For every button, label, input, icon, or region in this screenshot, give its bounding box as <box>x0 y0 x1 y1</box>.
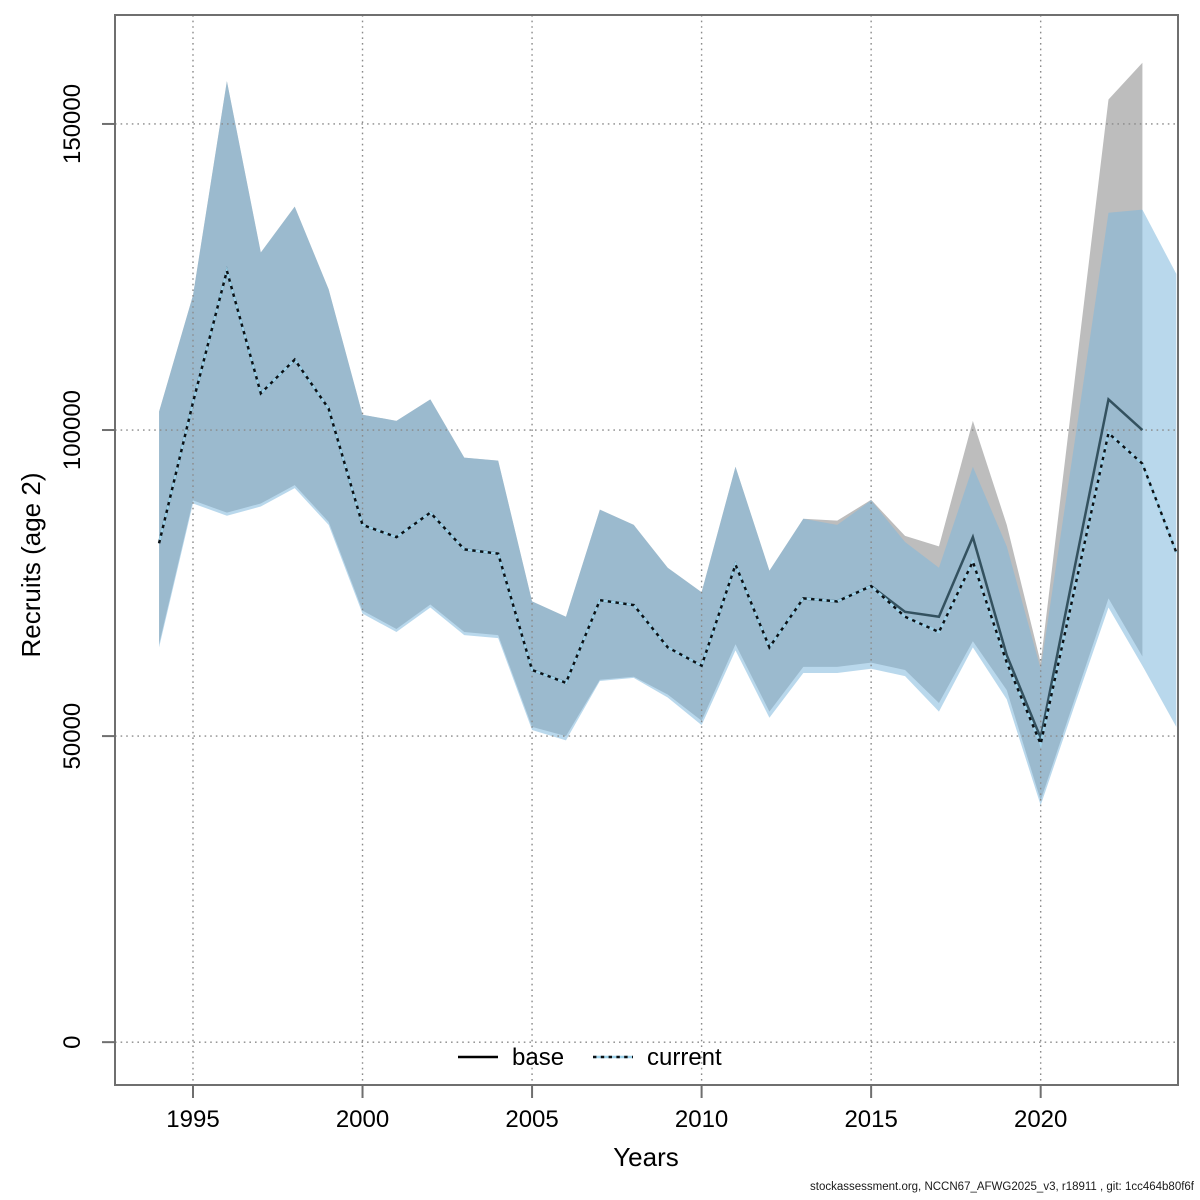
x-tick-label: 1995 <box>166 1106 219 1133</box>
y-axis-title: Recruits (age 2) <box>16 473 46 658</box>
legend: base current <box>458 1044 722 1071</box>
x-tick-label: 2000 <box>336 1106 389 1133</box>
gridlines-layer <box>115 15 1178 1085</box>
footer-citation: stockassessment.org, NCCN67_AFWG2025_v3,… <box>810 1181 1195 1193</box>
y-tick-label: 100000 <box>59 390 86 470</box>
x-tick-label: 2005 <box>505 1106 558 1133</box>
x-tick-label: 2015 <box>844 1106 897 1133</box>
y-tick-label: 150000 <box>59 84 86 164</box>
legend-base-label: base <box>512 1044 564 1071</box>
plot-border <box>114 14 1179 1086</box>
current-line <box>157 266 1178 749</box>
x-tick-label: 2010 <box>675 1106 728 1133</box>
series-lines-layer <box>157 266 1178 749</box>
axes-layer <box>102 14 1179 1098</box>
x-tick-label: 2020 <box>1014 1106 1067 1133</box>
x-axis-title: Years <box>613 1142 679 1172</box>
y-tick-label: 0 <box>59 1035 86 1048</box>
y-tick-label: 50000 <box>59 703 86 770</box>
legend-current-label: current <box>647 1044 722 1071</box>
tick-labels-layer: 1995 2000 2005 2010 2015 2020 0 50000 100000 1500… <box>59 84 1067 1133</box>
